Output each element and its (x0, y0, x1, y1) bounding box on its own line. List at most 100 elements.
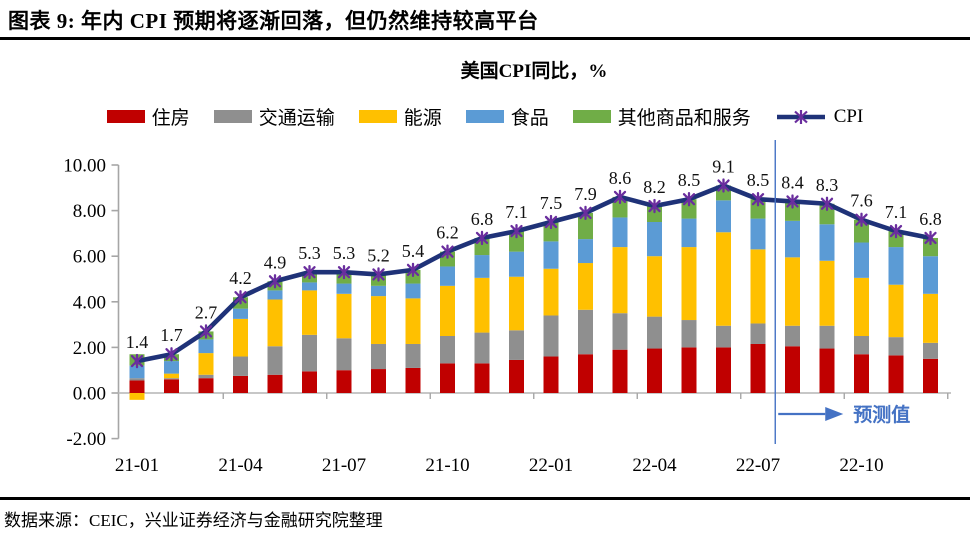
bar-segment-energy (543, 268, 559, 316)
bar-segment-food (336, 283, 352, 294)
cpi-marker (130, 353, 144, 369)
footer-divider (0, 497, 970, 500)
bar-segment-housing (716, 347, 731, 393)
cpi-marker (613, 189, 627, 205)
bar-segment-transport (819, 325, 835, 349)
cpi-marker (579, 205, 592, 221)
bar-segment-transport (854, 336, 869, 355)
bar-segment-food (440, 266, 455, 286)
bar-segment-food (543, 241, 559, 269)
bar-segment-transport (371, 343, 386, 370)
bar-segment-energy (267, 299, 283, 347)
bar-segment-energy (405, 298, 421, 344)
cpi-data-label: 5.3 (333, 243, 356, 263)
bar-segment-energy (785, 257, 800, 326)
bar-segment-housing (302, 371, 317, 393)
forecast-arrowhead-icon (825, 407, 844, 421)
cpi-marker (786, 194, 799, 209)
bar-segment-food (923, 256, 938, 294)
cpi-marker (303, 265, 316, 280)
cpi-marker (199, 324, 213, 339)
bar-segment-food (198, 339, 214, 354)
bar-segment-housing (474, 363, 490, 393)
bar-segment-food (612, 217, 628, 248)
cpi-data-label: 6.8 (919, 209, 942, 229)
bar-segment-food (578, 239, 593, 264)
cpi-data-label: 7.1 (885, 202, 908, 222)
bar-segment-housing (750, 343, 766, 393)
bar-segment-transport (543, 315, 559, 357)
bar-segment-housing (164, 379, 179, 393)
cpi-data-label: 8.5 (747, 170, 770, 190)
chart-title: 美国CPI同比，% (460, 61, 608, 82)
x-axis-label: 21-04 (218, 455, 263, 476)
bar-segment-transport (233, 356, 248, 376)
bar-segment-energy (888, 284, 904, 338)
cpi-stacked-bar-line-chart: 10.00 8.00 6.00 4.00 2.00 0.00 -2.00 1.4 1.7 2.7 4… (63, 140, 951, 476)
forecast-label: 预测值 (853, 403, 910, 426)
x-axis-label: 21-10 (425, 455, 469, 476)
y-axis-label: 8.00 (73, 201, 106, 222)
transport-swatch-icon (213, 110, 252, 123)
cpi-data-label: 8.4 (781, 172, 804, 192)
cpi-marker (372, 267, 385, 282)
cpi-data-label: 5.4 (402, 241, 425, 261)
cpi-marker (544, 214, 558, 230)
bar-segment-energy (750, 249, 766, 324)
y-axis-label: -2.00 (66, 429, 106, 450)
bar-segment-housing (578, 354, 593, 393)
cpi-data-label: 7.1 (505, 202, 528, 222)
bar-segment-housing (371, 369, 386, 393)
cpi-line (134, 183, 933, 364)
cpi-data-label: 8.6 (609, 168, 632, 188)
bar-segment-energy (440, 285, 455, 336)
legend-item-food: 食品 (465, 103, 549, 130)
bar-segment-housing (681, 347, 697, 393)
bar-segment-food (681, 218, 697, 248)
other-swatch-icon (572, 110, 611, 123)
bar-segment-food (302, 282, 317, 291)
cpi-marker (337, 265, 351, 280)
cpi-data-label: 5.2 (367, 245, 390, 265)
bar-segment-food (819, 224, 835, 261)
cpi-data-label: 8.2 (643, 177, 666, 197)
y-axis-label: 2.00 (73, 338, 106, 359)
x-axis-label: 22-01 (529, 455, 573, 476)
bar-segment-transport (129, 378, 145, 381)
bar-segment-other (854, 219, 869, 243)
bar-segment-energy (612, 247, 628, 314)
energy-swatch-icon (358, 110, 397, 123)
bar-segment-housing (612, 349, 628, 393)
legend-label-energy: 能源 (403, 108, 442, 129)
cpi-marker (717, 178, 730, 193)
bar-segment-transport (336, 338, 352, 371)
bar-segment-energy (302, 290, 317, 335)
bar-segment-food (716, 200, 731, 233)
bar-segment-transport (647, 316, 662, 349)
cpi-data-label: 2.7 (195, 302, 218, 322)
cpi-marker (406, 262, 420, 278)
x-axis-label: 21-07 (322, 455, 366, 476)
bar-segment-transport (267, 346, 283, 375)
bar-segment-other (578, 212, 593, 240)
bar-segment-energy (129, 393, 145, 400)
bar-segment-transport (923, 342, 938, 359)
bar-segment-housing (509, 359, 524, 393)
bar-segment-housing (647, 348, 662, 393)
cpi-data-label: 4.9 (264, 252, 287, 272)
cpi-marker (855, 212, 868, 227)
legend-item-other: 其他商品和服务 (572, 103, 751, 130)
bar-segment-housing (440, 363, 455, 393)
x-axis-label: 22-10 (839, 455, 883, 476)
legend-item-transport: 交通运输 (213, 103, 335, 130)
legend-item-cpi: CPI (775, 106, 863, 128)
legend-label-transport: 交通运输 (258, 108, 335, 129)
y-axis-label: 6.00 (73, 247, 106, 268)
bar-segment-food (371, 285, 386, 297)
bar-segment-energy (233, 318, 248, 357)
y-axis-label: 0.00 (73, 384, 106, 405)
bar-segment-transport (612, 313, 628, 350)
source-note: 数据来源：CEIC，兴业证券经济与金融研究院整理 (4, 511, 383, 530)
y-axis-label: 4.00 (73, 292, 106, 313)
bar-segment-energy (819, 260, 835, 326)
